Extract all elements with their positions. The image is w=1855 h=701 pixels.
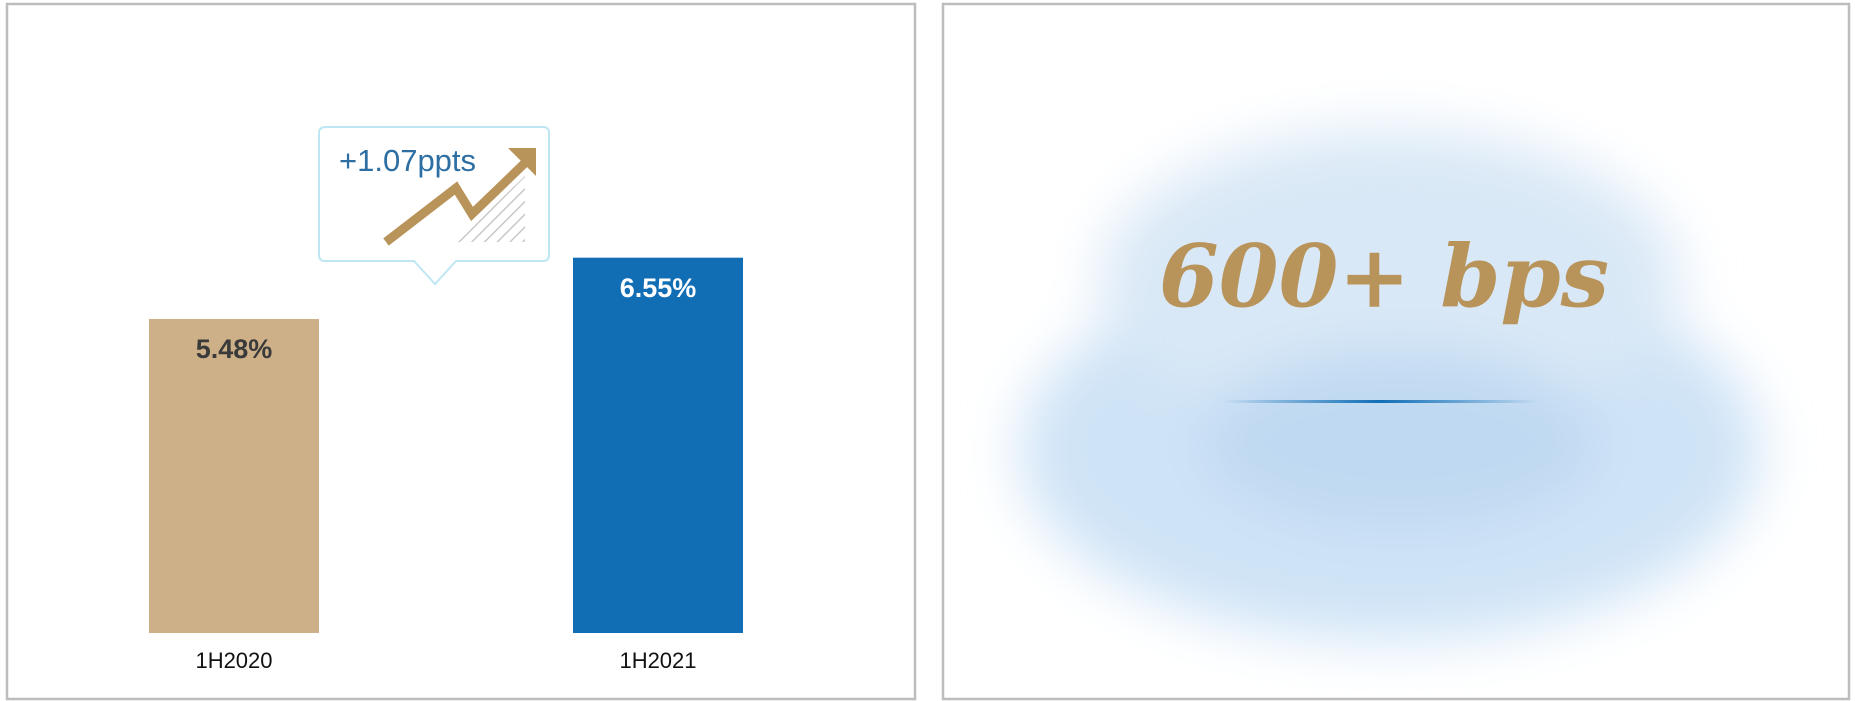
category-label: 1H2021 <box>619 648 696 673</box>
bar <box>573 257 743 633</box>
category-label: 1H2020 <box>195 648 272 673</box>
annotation: +1.07ppts <box>339 143 476 178</box>
value-label: 6.55% <box>620 273 697 303</box>
left-panel <box>5 2 917 701</box>
callout: +1.07ppts <box>318 126 550 286</box>
right-panel <box>941 2 1851 701</box>
divider <box>1222 400 1538 403</box>
highlight-text: 600+ bps <box>1159 227 1609 328</box>
value-label: 5.48% <box>196 334 273 364</box>
bar <box>149 318 319 633</box>
watercolor <box>1020 130 1760 640</box>
